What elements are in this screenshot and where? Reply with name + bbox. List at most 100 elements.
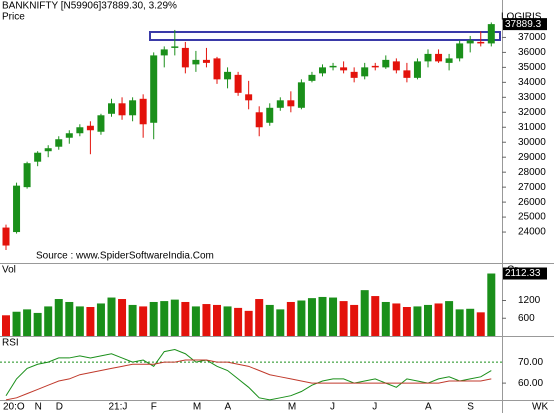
- candle-body: [23, 163, 31, 188]
- x-tick-label: D: [56, 402, 63, 413]
- volume-bar: [54, 299, 63, 336]
- scale-label: LOG: [501, 12, 522, 23]
- volume-bar: [487, 273, 496, 336]
- candle-body: [329, 65, 337, 68]
- candle-body: [2, 227, 10, 246]
- volume-bar: [307, 298, 316, 336]
- volume-bar: [350, 304, 359, 336]
- volume-bar: [265, 304, 274, 336]
- y-tick-label: 60.00: [518, 378, 543, 389]
- indicator-label: IRIS: [522, 12, 542, 23]
- candle-body: [477, 41, 485, 44]
- y-tick-label: 24000: [518, 227, 546, 238]
- candle-body: [34, 152, 42, 162]
- y-tick-label: 1200: [518, 295, 541, 306]
- candle-body: [340, 67, 348, 71]
- y-tick-label: 29000: [518, 152, 546, 163]
- volume-label: Vol: [2, 265, 16, 276]
- volume-bar: [181, 301, 190, 336]
- candle-body: [487, 24, 495, 44]
- candle-body: [192, 59, 200, 65]
- rsi-line: [5, 359, 492, 401]
- x-tick-label: S: [467, 402, 474, 413]
- volume-bar: [424, 304, 432, 336]
- candle-body: [129, 100, 137, 116]
- candle-body: [160, 49, 168, 56]
- x-tick-label: M: [288, 402, 296, 413]
- candle-body: [245, 94, 253, 101]
- volume-bar: [65, 301, 74, 336]
- volume-bar: [360, 290, 369, 336]
- volume-bar: [107, 297, 116, 336]
- candle-body: [118, 103, 126, 116]
- volume-bar: [381, 301, 390, 336]
- candle-body: [224, 71, 232, 80]
- candle-body: [202, 59, 210, 63]
- candle-body: [287, 100, 295, 107]
- candle-body: [108, 103, 115, 114]
- resistance-zone: [149, 31, 501, 41]
- candle-body: [435, 53, 443, 62]
- x-tick-label: 21:J: [109, 402, 128, 413]
- volume-bar: [371, 296, 380, 336]
- volume-bar: [434, 303, 443, 336]
- candle-body: [413, 61, 421, 78]
- volume-bar: [160, 301, 169, 336]
- volume-bar: [75, 306, 84, 336]
- candle-body: [308, 74, 316, 81]
- candle-body: [181, 47, 189, 68]
- volume-bar: [392, 303, 401, 336]
- volume-bar: [191, 306, 200, 336]
- x-tick-label: M: [193, 402, 201, 413]
- volume-bar: [445, 301, 454, 336]
- candle-body: [55, 139, 63, 147]
- y-tick-label: 31000: [518, 122, 546, 133]
- last-price-box: [503, 18, 547, 31]
- volume-bar: [139, 306, 148, 336]
- candle-body: [371, 65, 379, 68]
- y-tick-label: 34000: [518, 77, 546, 88]
- candle-body: [445, 58, 453, 63]
- volume-bar: [255, 299, 264, 336]
- y-tick-label: 600: [518, 313, 535, 324]
- volume-bar: [318, 296, 327, 336]
- candle-body: [266, 107, 274, 123]
- rsi-line: [5, 349, 492, 401]
- volume-bar: [170, 299, 179, 336]
- x-tick-label: A: [225, 402, 232, 413]
- x-tick-label: N: [35, 402, 42, 413]
- volume-bar: [476, 312, 485, 336]
- volume-bar: [276, 309, 285, 336]
- x-tick-label: J: [372, 402, 377, 413]
- y-tick-label: 36000: [518, 47, 546, 58]
- candle-body: [213, 58, 221, 80]
- candle-body: [403, 70, 411, 78]
- y-tick-label: 32000: [518, 107, 546, 118]
- volume-bar: [96, 303, 105, 336]
- y-tick-label: 28000: [518, 167, 546, 178]
- candle-body: [350, 71, 358, 78]
- volume-bar: [23, 309, 32, 336]
- y-tick-label: 25000: [518, 212, 546, 223]
- candle-body: [255, 112, 263, 128]
- volume-bar: [286, 301, 295, 336]
- volume-bar: [466, 308, 475, 336]
- volume-bar: [213, 304, 221, 336]
- candle-body: [319, 67, 326, 74]
- volume-bar: [33, 312, 42, 336]
- candle-body: [44, 148, 52, 152]
- price-label: Price: [2, 12, 25, 23]
- candle-body: [76, 127, 84, 134]
- volume-bar: [44, 306, 53, 336]
- y-tick-label: 33000: [518, 92, 546, 103]
- volume-bar: [12, 311, 21, 336]
- x-tick-label: F: [151, 402, 157, 413]
- candle-body: [234, 74, 242, 93]
- candle-body: [150, 55, 158, 123]
- y-tick-label: 27000: [518, 182, 546, 193]
- volume-bar: [149, 301, 158, 336]
- candle-body: [13, 185, 21, 233]
- volume-bar: [402, 307, 411, 336]
- candle-body: [171, 46, 179, 48]
